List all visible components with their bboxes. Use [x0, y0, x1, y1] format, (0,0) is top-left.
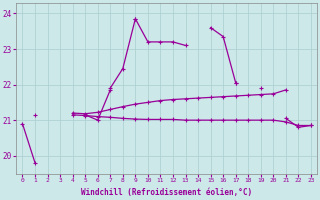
X-axis label: Windchill (Refroidissement éolien,°C): Windchill (Refroidissement éolien,°C) [81, 188, 252, 197]
